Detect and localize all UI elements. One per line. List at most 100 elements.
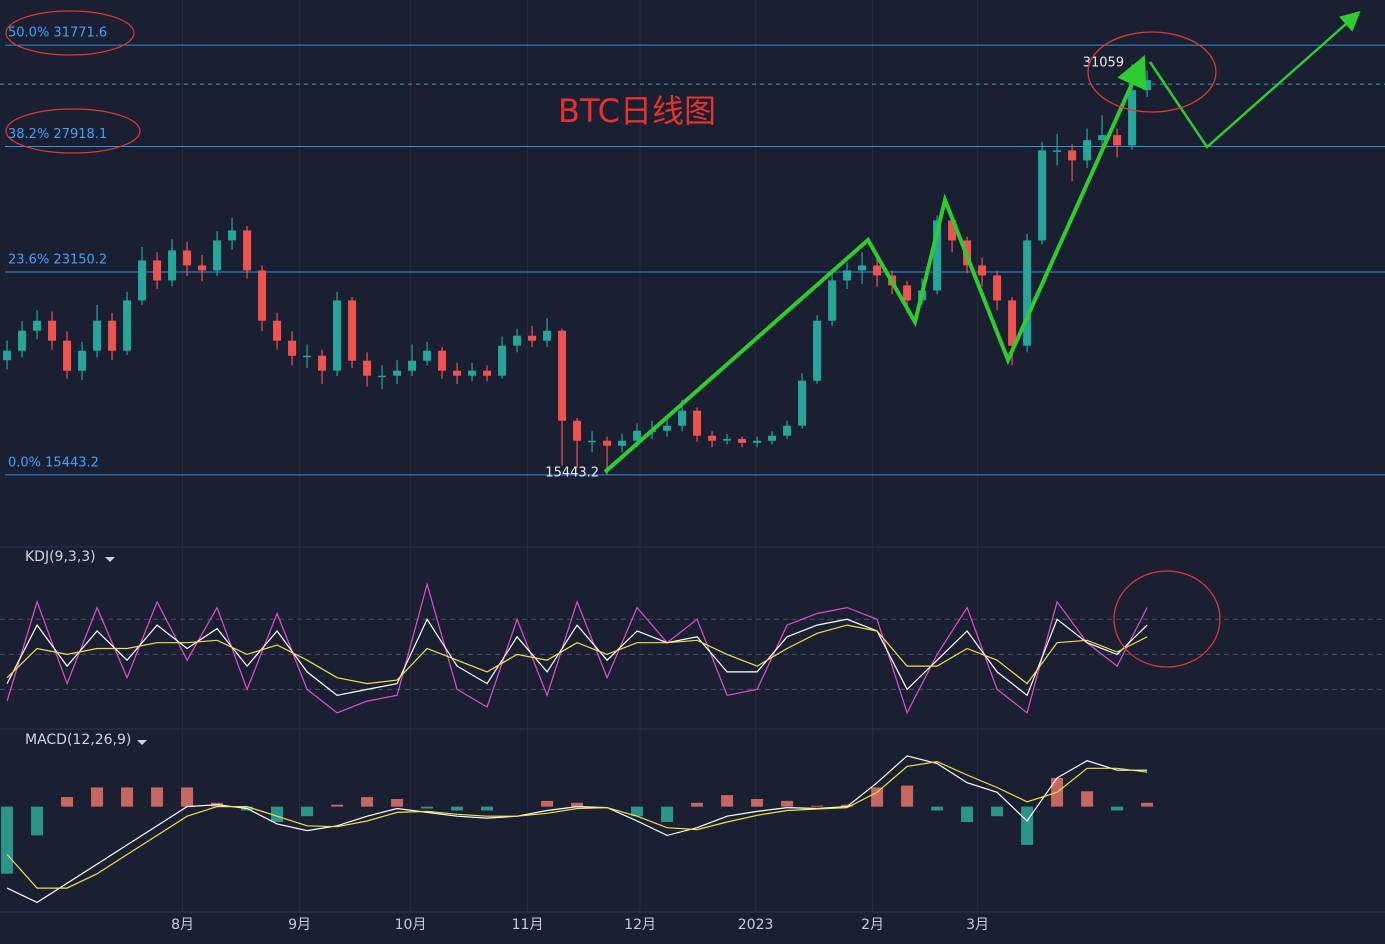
histogram-bar	[121, 787, 134, 807]
candle-body	[843, 270, 852, 281]
histogram-bar	[361, 797, 374, 807]
candle-body	[1083, 140, 1092, 161]
candle-body	[573, 420, 582, 441]
histogram-bar	[481, 806, 494, 811]
high-label: 31059	[1083, 55, 1124, 70]
candle-body	[48, 320, 57, 341]
histogram-bar	[631, 806, 644, 817]
candle-body	[768, 435, 777, 441]
histogram-bar	[301, 806, 314, 817]
x-tick-label: 11月	[512, 917, 544, 933]
candle-body	[153, 260, 162, 281]
x-tick-label: 3月	[966, 917, 989, 933]
candle-body	[498, 345, 507, 376]
candle-body	[258, 270, 267, 321]
x-tick-label: 8月	[171, 917, 194, 933]
candle-body	[1053, 150, 1062, 152]
x-tick-label: 2023	[738, 917, 774, 933]
candle-body	[558, 330, 567, 421]
annotations	[5, 10, 1361, 745]
candle-body	[78, 350, 87, 371]
candle-body	[528, 335, 537, 341]
candle-body	[468, 370, 477, 376]
histogram-bar	[841, 804, 854, 807]
candle-body	[108, 320, 117, 351]
histogram-bar	[871, 787, 884, 807]
histogram-bar	[811, 805, 824, 807]
dropdown-icon[interactable]	[137, 740, 147, 745]
candle-body	[603, 440, 612, 446]
highlight-ellipse	[1087, 31, 1217, 113]
histogram-bar	[181, 787, 194, 807]
histogram-bar	[541, 800, 554, 807]
x-tick-label: 12月	[624, 917, 656, 933]
candle-body	[903, 285, 912, 301]
candle-body	[678, 410, 687, 426]
candle-body	[273, 320, 282, 341]
histogram-bar	[1141, 802, 1154, 807]
x-tick-label: 2月	[861, 917, 884, 933]
histogram-bar	[331, 804, 344, 807]
candle-body	[933, 220, 942, 291]
candle-body	[513, 335, 522, 346]
candle-body	[33, 320, 42, 331]
candle-body	[288, 340, 297, 356]
candle-body	[378, 375, 387, 378]
candle-body	[1023, 240, 1032, 346]
histogram-bar	[271, 806, 284, 822]
candle-body	[1113, 135, 1122, 146]
candle-body	[3, 350, 12, 361]
histogram-bar	[901, 785, 914, 807]
fib-label: 23.6% 23150.2	[8, 253, 107, 268]
fib-label: 38.2% 27918.1	[8, 127, 107, 142]
histogram-bar	[391, 798, 404, 807]
candle-body	[333, 300, 342, 371]
candle-body	[453, 370, 462, 376]
highlight-ellipse	[5, 10, 135, 56]
candle-body	[993, 275, 1002, 301]
histogram-bar	[661, 806, 674, 822]
candle-body	[693, 410, 702, 436]
candle-body	[423, 350, 432, 361]
forecast-arrow	[1148, 11, 1361, 149]
candle-body	[858, 265, 867, 271]
histogram-bar	[721, 795, 734, 807]
candle-body	[948, 220, 957, 241]
candle-body	[1098, 135, 1107, 141]
candle-body	[93, 320, 102, 351]
histogram-bar	[781, 800, 794, 807]
x-tick-label: 10月	[395, 917, 427, 933]
candle-body	[138, 260, 147, 301]
fib-label: 50.0% 31771.6	[8, 26, 107, 41]
histogram-bar	[1021, 806, 1034, 845]
candle-body	[63, 340, 72, 371]
candle-body	[633, 430, 642, 441]
candle-body	[213, 240, 222, 271]
highlight-ellipse	[5, 108, 141, 154]
candle-body	[348, 300, 357, 361]
histogram-bar	[991, 806, 1004, 817]
candle-body	[978, 265, 987, 276]
candle-body	[183, 250, 192, 266]
candle-body	[753, 440, 762, 443]
candle-body	[813, 320, 822, 381]
candle-body	[243, 230, 252, 271]
candle-body	[1008, 300, 1017, 346]
fib-label: 0.0% 15443.2	[8, 455, 99, 470]
histogram-bar	[571, 802, 584, 807]
candle-body	[483, 370, 492, 376]
candle-body	[618, 440, 627, 446]
histogram-bar	[691, 802, 704, 807]
candle-body	[723, 438, 732, 441]
candle-body	[228, 230, 237, 241]
indicator-title[interactable]: MACD(12,26,9)	[25, 732, 131, 748]
dropdown-icon[interactable]	[105, 557, 115, 562]
indicator-title[interactable]: KDJ(9,3,3)	[25, 549, 96, 565]
histogram-bar	[151, 787, 164, 807]
histogram-bar	[961, 806, 974, 822]
candle-body	[828, 280, 837, 321]
histogram-bar	[421, 806, 434, 809]
candle-body	[738, 438, 747, 443]
